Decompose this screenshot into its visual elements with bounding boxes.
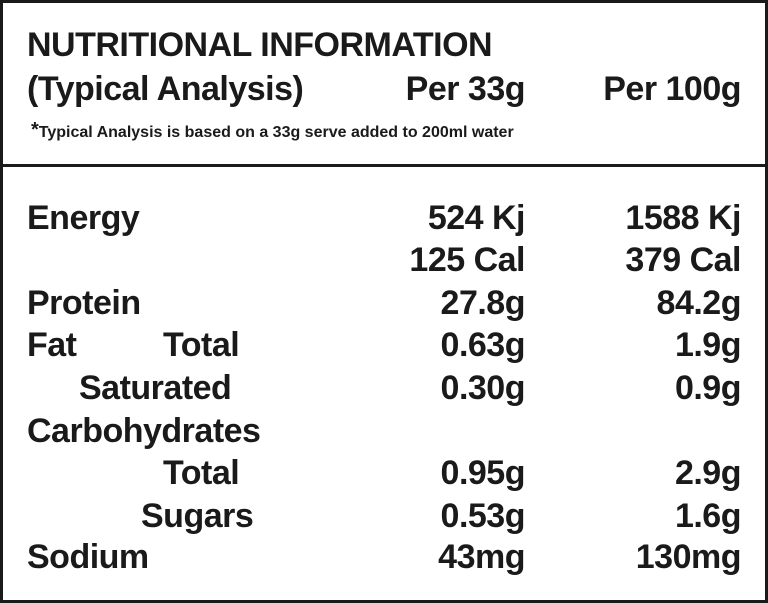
value-per-100g: 0.9g	[674, 369, 742, 407]
panel-subtitle: (Typical Analysis)	[27, 70, 304, 108]
row-label: Saturated	[79, 369, 232, 407]
value-per-33g: 0.95g	[440, 454, 526, 492]
footnote-text: Typical Analysis is based on a 33g serve…	[38, 124, 514, 141]
row-sublabel: Total	[163, 326, 240, 364]
row-label: Total	[163, 454, 240, 492]
table-row-energy-kj: Energy 524 Kj 1588 Kj	[3, 197, 765, 239]
value-per-100g: 379 Cal	[625, 241, 741, 279]
row-label: Energy	[27, 199, 140, 237]
column-header-per-100g: Per 100g	[603, 70, 741, 108]
footnote-mark: *	[31, 119, 39, 141]
value-per-100g: 2.9g	[674, 454, 742, 492]
panel-header: NUTRITIONAL INFORMATION (Typical Analysi…	[3, 3, 765, 167]
row-label: Protein	[27, 284, 141, 322]
table-row-protein: Protein 27.8g 84.2g	[3, 282, 765, 324]
table-row-carbohydrates-total: Total 0.95g 2.9g	[3, 452, 765, 494]
value-per-100g: 1.9g	[674, 326, 742, 364]
table-row-energy-cal: 125 Cal 379 Cal	[3, 239, 765, 281]
row-label: Carbohydrates	[27, 412, 261, 450]
value-per-33g: 0.63g	[440, 326, 526, 364]
value-per-33g: 0.30g	[440, 369, 526, 407]
row-label: Sodium	[27, 538, 149, 576]
row-label: Sugars	[141, 497, 254, 535]
table-row-fat-total: Fat Total 0.63g 1.9g	[3, 324, 765, 366]
row-label: Fat	[27, 326, 77, 364]
table-row-sugars: Sugars 0.53g 1.6g	[3, 495, 765, 537]
value-per-33g: 27.8g	[440, 284, 526, 322]
value-per-33g: 125 Cal	[409, 241, 525, 279]
value-per-33g: 524 Kj	[427, 199, 526, 237]
footnote: *Typical Analysis is based on a 33g serv…	[31, 119, 514, 142]
value-per-100g: 1.6g	[674, 497, 742, 535]
table-row-fat-saturated: Saturated 0.30g 0.9g	[3, 367, 765, 409]
value-per-33g: 0.53g	[440, 497, 526, 535]
panel-title: NUTRITIONAL INFORMATION	[27, 26, 493, 64]
value-per-100g: 84.2g	[656, 284, 742, 322]
value-per-33g: 43mg	[438, 538, 525, 576]
table-row-carbohydrates: Carbohydrates	[3, 410, 765, 452]
table-row-sodium: Sodium 43mg 130mg	[3, 536, 765, 578]
value-per-100g: 130mg	[635, 538, 742, 576]
column-header-per-33g: Per 33g	[405, 70, 526, 108]
value-per-100g: 1588 Kj	[625, 199, 741, 237]
